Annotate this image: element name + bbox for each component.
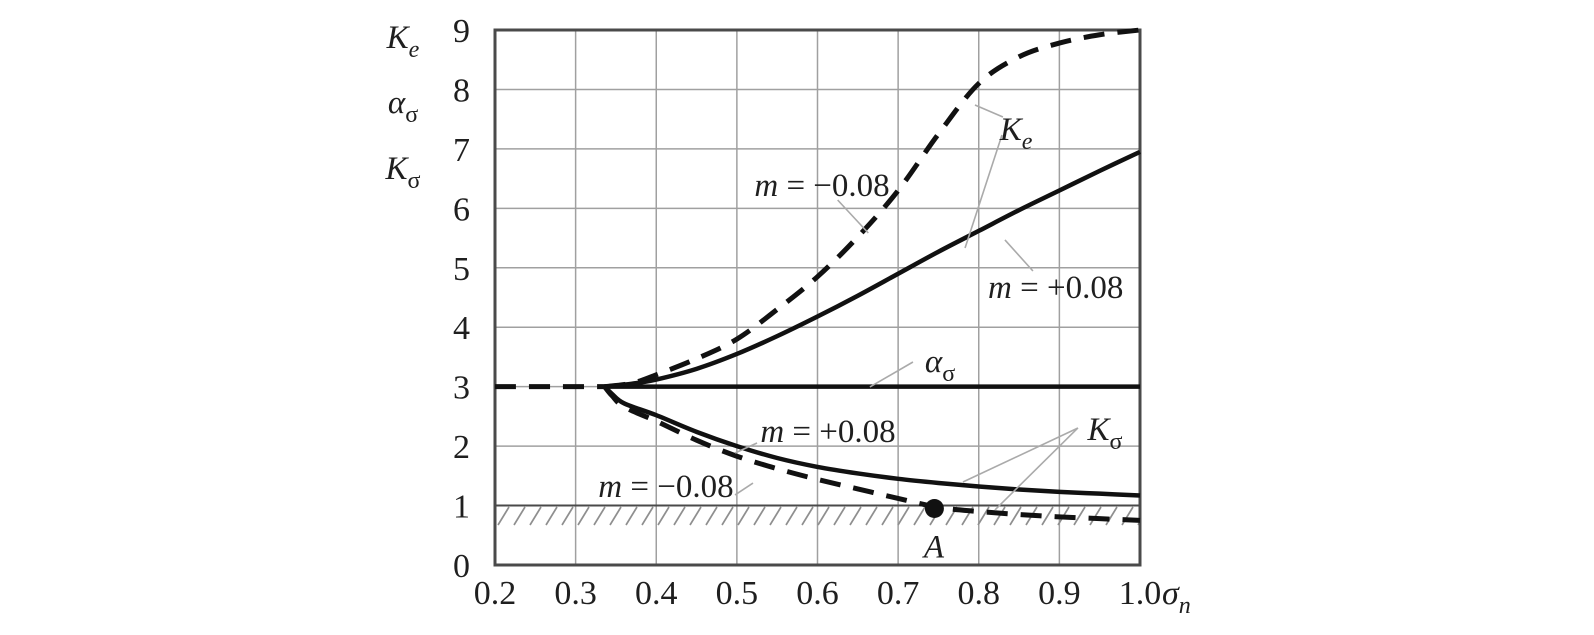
y-tick-label: 1 — [453, 489, 470, 526]
y-tick-label: 2 — [453, 429, 470, 466]
leader-m-minus-upper — [837, 199, 869, 234]
x-tick-label: 0.3 — [554, 575, 597, 612]
hatch-band — [495, 505, 1140, 529]
label-m-plus-0.08-lower: m = +0.08 — [760, 414, 895, 450]
label-m-plus-0.08-upper: m = +0.08 — [988, 270, 1123, 306]
plot-border — [493, 28, 1142, 567]
leader-Ksigma-solid — [962, 427, 1079, 483]
y-tick-label: 4 — [453, 310, 470, 347]
curve-Ke-m-plus-0.08 — [604, 149, 1141, 389]
label-m-minus-0.08-lower: m = −0.08 — [598, 469, 733, 505]
leader-Ksigma-dashed — [994, 427, 1079, 511]
leader-m-minus-lower — [734, 482, 754, 496]
x-tick-label: 0.2 — [474, 575, 517, 612]
label-m-minus-0.08-upper: m = −0.08 — [754, 168, 889, 204]
y-label-Ke: Ke — [386, 20, 420, 63]
y-tick-label: 6 — [453, 191, 470, 228]
y-tick-label: 7 — [453, 132, 470, 169]
y-tick-label: 5 — [453, 251, 470, 288]
y-tick-label: 0 — [453, 548, 470, 585]
y-tick-label: 9 — [453, 13, 470, 50]
y-label-Ksigma: Kσ — [385, 151, 421, 194]
x-axis-label: σn — [1162, 575, 1191, 619]
x-tick-label: 0.9 — [1038, 575, 1081, 612]
point-A-label: A — [922, 529, 945, 565]
label-Ksigma: Kσ — [1086, 412, 1122, 455]
x-tick-label: 0.5 — [716, 575, 759, 612]
x-tick-label: 0.7 — [877, 575, 920, 612]
leader-Ke-to-solid — [964, 134, 1003, 249]
label-Ke: Ke — [999, 112, 1033, 155]
point-A-marker — [924, 499, 944, 519]
x-tick-label: 0.4 — [635, 575, 678, 612]
y-tick-label: 8 — [453, 72, 470, 109]
y-tick-label: 3 — [453, 370, 470, 407]
x-tick-label: 0.6 — [796, 575, 839, 612]
curve-Ksigma-m-plus-0.08 — [603, 385, 1141, 498]
x-tick-label: 1.0 — [1119, 575, 1162, 612]
leader-m-plus-upper — [1004, 239, 1034, 272]
leader-alpha — [869, 361, 914, 388]
leader-m-plus-lower — [734, 442, 758, 454]
x-tick-label: 0.8 — [958, 575, 1001, 612]
y-label-alpha: ασ — [388, 85, 418, 128]
label-alpha-sigma: ασ — [925, 344, 955, 387]
curve-Ksigma-m-minus-0.08 — [602, 385, 1141, 523]
leader-Ke-to-dashed — [974, 104, 1004, 118]
